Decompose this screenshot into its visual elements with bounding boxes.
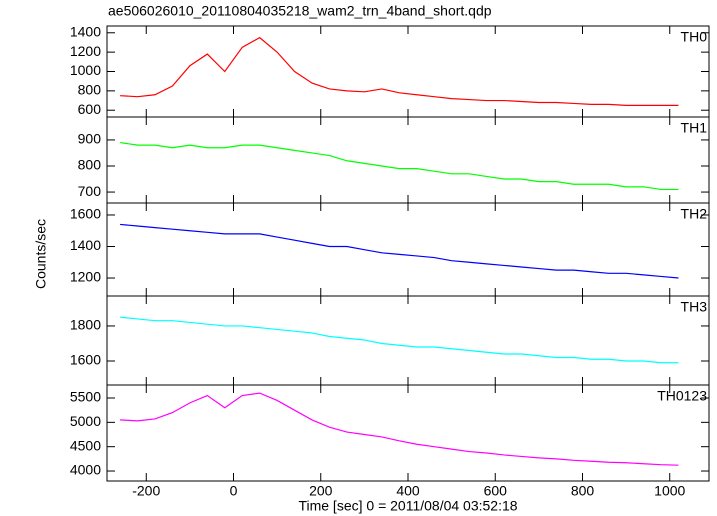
y-tick-label: 1600 bbox=[70, 206, 101, 222]
panel-frame bbox=[106, 384, 710, 482]
panel-frame bbox=[106, 295, 710, 386]
y-tick-label: 4000 bbox=[70, 462, 101, 478]
y-axis-label: Counts/sec bbox=[33, 219, 49, 289]
panel-label: TH0123 bbox=[657, 388, 707, 404]
y-tick-label: 5000 bbox=[70, 413, 101, 429]
y-tick-label: 900 bbox=[78, 131, 102, 147]
y-tick-label: 1200 bbox=[70, 269, 101, 285]
y-tick-label: 1800 bbox=[70, 317, 101, 333]
y-tick-label: 800 bbox=[78, 157, 102, 173]
x-tick-label: 800 bbox=[571, 483, 595, 499]
data-line bbox=[120, 316, 679, 364]
data-line bbox=[120, 141, 679, 191]
x-tick-label: 600 bbox=[484, 483, 508, 499]
x-tick-label: -200 bbox=[132, 483, 160, 499]
y-tick-label: 4500 bbox=[70, 437, 101, 453]
x-axis-label: Time [sec] 0 = 2011/08/04 03:52:18 bbox=[298, 498, 517, 514]
panel-label: TH2 bbox=[681, 206, 708, 222]
data-line bbox=[120, 392, 679, 466]
y-tick-label: 1400 bbox=[70, 237, 101, 253]
y-tick-label: 800 bbox=[78, 82, 102, 98]
y-tick-label: 1400 bbox=[70, 23, 101, 39]
panel-frame bbox=[106, 116, 710, 204]
y-tick-label: 600 bbox=[78, 101, 102, 117]
chart-title: ae506026010_20110804035218_wam2_trn_4ban… bbox=[108, 3, 492, 19]
panel-label: TH3 bbox=[681, 299, 708, 315]
x-tick-label: 200 bbox=[309, 483, 333, 499]
panel-label: TH1 bbox=[681, 120, 708, 136]
panel-frame bbox=[106, 25, 710, 118]
y-tick-label: 1600 bbox=[70, 352, 101, 368]
y-tick-label: 5500 bbox=[70, 389, 101, 405]
data-line bbox=[120, 223, 679, 279]
data-line bbox=[120, 36, 679, 106]
x-tick-label: 1000 bbox=[654, 483, 685, 499]
y-tick-label: 1200 bbox=[70, 43, 101, 59]
panel-frame bbox=[106, 202, 710, 297]
y-tick-label: 1000 bbox=[70, 62, 101, 78]
x-tick-label: 400 bbox=[396, 483, 420, 499]
panel-label: TH0 bbox=[681, 29, 708, 45]
y-tick-label: 700 bbox=[78, 183, 102, 199]
x-tick-label: 0 bbox=[230, 483, 238, 499]
